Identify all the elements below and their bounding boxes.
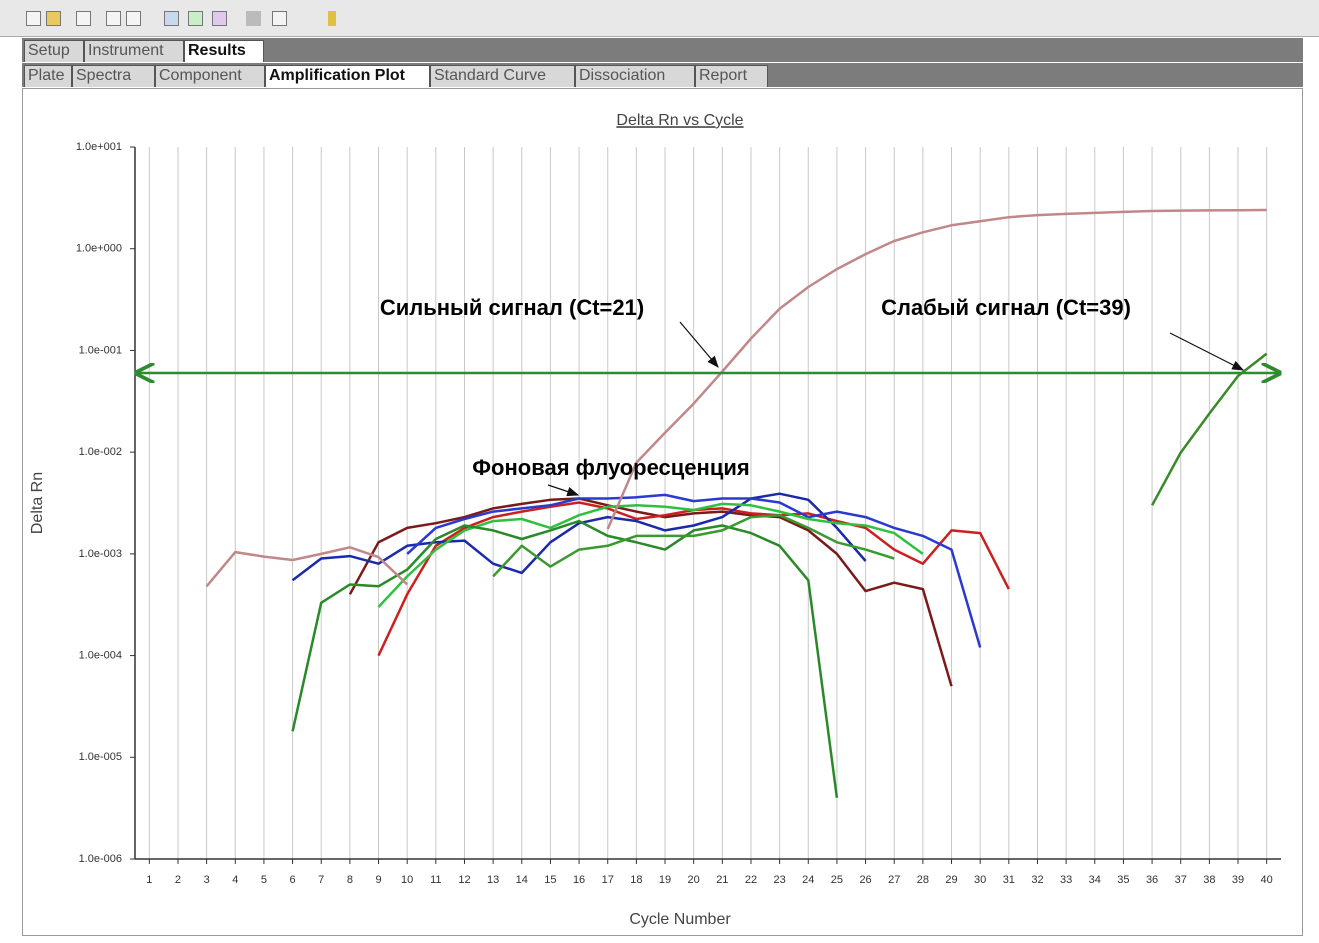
x-tick-label: 34 [1089, 874, 1101, 886]
x-tick-label: 14 [516, 874, 528, 886]
x-tick-label: 35 [1117, 874, 1129, 886]
annotation-arrow [547, 484, 580, 497]
x-tick-label: 7 [318, 874, 324, 886]
save-icon[interactable] [76, 11, 91, 26]
y-tick-label: 1.0e-002 [79, 446, 122, 458]
x-tick-label: 31 [1003, 874, 1015, 886]
tab[interactable]: Instrument [84, 40, 184, 62]
x-axis-label: Cycle Number [629, 911, 731, 928]
x-tick-label: 15 [544, 874, 556, 886]
annotation: Сильный сигнал (Ct=21) [380, 295, 644, 320]
tab[interactable]: Setup [24, 40, 84, 62]
open-icon[interactable] [46, 11, 61, 26]
tab[interactable]: Component [155, 65, 265, 87]
y-tick-label: 1.0e-001 [79, 344, 122, 356]
data-line [291, 492, 867, 582]
help-icon[interactable] [328, 11, 336, 26]
x-tick-label: 30 [974, 874, 986, 886]
x-tick-label: 6 [290, 874, 296, 886]
y-tick-label: 1.0e+000 [76, 243, 122, 255]
x-tick-label: 10 [401, 874, 413, 886]
x-tick-label: 37 [1175, 874, 1187, 886]
tab-row: Plate Spectra Component Amplification Pl… [22, 63, 1303, 87]
data-line [406, 493, 982, 648]
tab[interactable]: Plate [24, 65, 72, 87]
y-axis-label: Delta Rn [29, 472, 46, 534]
x-tick-label: 26 [859, 874, 871, 886]
x-tick-label: 24 [802, 874, 814, 886]
x-tick-label: 29 [945, 874, 957, 886]
x-tick-label: 20 [688, 874, 700, 886]
print-icon[interactable] [106, 11, 121, 26]
run-icon[interactable] [246, 11, 261, 26]
chart-title: Delta Rn vs Cycle [616, 112, 743, 129]
tool-icon[interactable] [212, 11, 227, 26]
x-tick-label: 12 [458, 874, 470, 886]
tool-icon[interactable] [164, 11, 179, 26]
x-tick-label: 11 [430, 874, 441, 886]
annotation-arrow [1169, 332, 1245, 371]
y-tick-label: 1.0e+001 [76, 141, 122, 153]
x-tick-label: 2 [175, 874, 181, 886]
x-tick-label: 5 [261, 874, 267, 886]
tab-row: Setup Instrument Results [22, 38, 1303, 62]
tool-icon[interactable] [188, 11, 203, 26]
x-tick-label: 9 [375, 874, 381, 886]
tool-icon[interactable] [272, 11, 287, 26]
x-tick-label: 4 [232, 874, 238, 886]
x-tick-label: 1 [146, 874, 152, 886]
data-line [377, 502, 924, 608]
x-tick-label: 23 [774, 874, 786, 886]
x-tick-label: 25 [831, 874, 843, 886]
x-tick-label: 17 [602, 874, 614, 886]
y-tick-label: 1.0e-003 [79, 548, 122, 560]
x-tick-label: 28 [917, 874, 929, 886]
y-tick-label: 1.0e-004 [79, 649, 122, 661]
data-line [291, 519, 839, 798]
x-tick-label: 32 [1031, 874, 1043, 886]
tab[interactable]: Amplification Plot [265, 65, 430, 87]
new-icon[interactable] [26, 11, 41, 26]
annotation-arrow [679, 321, 719, 368]
x-tick-label: 39 [1232, 874, 1244, 886]
tab[interactable]: Report [695, 65, 768, 87]
annotation: Слабый сигнал (Ct=39) [881, 295, 1131, 320]
x-tick-label: 22 [745, 874, 757, 886]
x-tick-label: 36 [1146, 874, 1158, 886]
preview-icon[interactable] [126, 11, 141, 26]
x-tick-label: 38 [1203, 874, 1215, 886]
x-tick-label: 19 [659, 874, 671, 886]
tab[interactable]: Spectra [72, 65, 155, 87]
x-tick-label: 3 [204, 874, 210, 886]
y-tick-label: 1.0e-006 [79, 853, 122, 865]
x-tick-label: 18 [630, 874, 642, 886]
data-line [348, 497, 953, 687]
toolbar [0, 0, 1319, 37]
tab[interactable]: Results [184, 40, 264, 62]
data-line [492, 513, 895, 578]
x-tick-label: 21 [716, 874, 728, 886]
x-tick-label: 16 [573, 874, 585, 886]
x-tick-label: 33 [1060, 874, 1072, 886]
annotation: Фоновая флуоресценция [472, 455, 749, 480]
x-tick-label: 40 [1261, 874, 1273, 886]
tab[interactable]: Standard Curve [430, 65, 575, 87]
y-tick-label: 1.0e-005 [79, 751, 122, 763]
x-tick-label: 8 [347, 874, 353, 886]
x-tick-label: 13 [487, 874, 499, 886]
tab[interactable]: Dissociation [575, 65, 695, 87]
x-tick-label: 27 [888, 874, 900, 886]
